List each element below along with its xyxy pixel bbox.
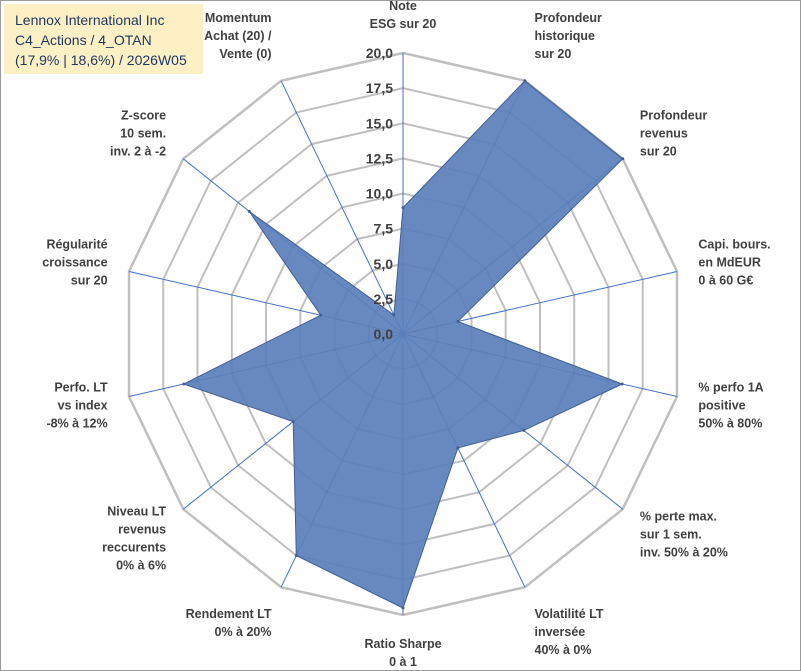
axis-label-line: 40% à 0% <box>535 643 592 657</box>
axis-label-line: 0% à 6% <box>116 559 166 573</box>
data-point-regularite-croissance <box>319 313 323 317</box>
axis-label-volatilite-lt: Volatilité LT inversée 40% à 0% <box>535 607 604 657</box>
chart-title-line-3: (17,9% | 18,6%) / 2026W05 <box>15 52 187 68</box>
axis-label-line: sur 20 <box>71 273 108 287</box>
chart-title-line-2: C4_Actions / 4_OTAN <box>15 32 152 48</box>
axis-label-line: historique <box>535 29 595 43</box>
axis-label-niveau-lt-revenus: Niveau LT revenus reccurents 0% à 6% <box>102 505 166 573</box>
axis-label-line: 0 à 60 G€ <box>698 273 753 287</box>
axis-label-line: Achat (20) / <box>204 29 272 43</box>
axis-label-line: positive <box>698 399 745 413</box>
axis-label-capi-bours: Capi. bours. en MdEUR 0 à 60 G€ <box>698 237 770 287</box>
tick-label-1: 2,5 <box>374 291 394 307</box>
axis-label-line: inv. 2 à -2 <box>110 144 166 158</box>
axis-label-line: % perfo 1A <box>698 381 763 395</box>
tick-label-3: 7,5 <box>374 221 394 237</box>
tick-label-6: 15,0 <box>366 115 393 131</box>
data-point-profondeur-historique <box>523 79 527 83</box>
axis-label-line: Régularité <box>46 237 107 251</box>
tick-label-0: 0,0 <box>374 326 394 342</box>
axis-label-line: 50% à 80% <box>698 417 762 431</box>
data-point-note-esg <box>401 206 405 210</box>
axis-label-line: -8% à 12% <box>46 417 107 431</box>
data-point-ratio-sharpe <box>401 606 405 610</box>
axis-label-z-score: Z-score 10 sem. inv. 2 à -2 <box>110 108 166 158</box>
axis-label-line: Perfo. LT <box>54 381 108 395</box>
axis-label-line: Profondeur <box>640 108 707 122</box>
tick-label-4: 10,0 <box>366 186 393 202</box>
axis-label-line: Vente (0) <box>219 47 271 61</box>
axis-label-perte-max: % perte max. sur 1 sem. inv. 50% à 20% <box>640 510 728 560</box>
data-point-perfo-lt-vs-index <box>182 382 186 386</box>
axis-label-profondeur-revenus: Profondeur revenus sur 20 <box>640 108 707 158</box>
axis-label-line: croissance <box>42 255 107 269</box>
axis-label-line: Volatilité LT <box>535 607 604 621</box>
data-point-volatilite-lt <box>456 446 460 450</box>
axis-label-line: revenus <box>640 126 688 140</box>
axis-labels: Note ESG sur 20 Profondeur historique sur 20… <box>42 1 770 669</box>
axis-label-line: Profondeur <box>535 11 602 25</box>
chart-title-line-1: Lennox International Inc <box>15 12 165 28</box>
axis-label-line: Note <box>389 1 417 13</box>
axis-label-line: 0 à 1 <box>389 655 417 669</box>
axis-label-regularite-croissance: Régularité croissance sur 20 <box>42 237 107 287</box>
axis-label-line: Z-score <box>121 108 166 122</box>
axis-label-line: 10 sem. <box>120 126 166 140</box>
tick-label-2: 5,0 <box>374 256 394 272</box>
data-point-momentum <box>392 313 396 317</box>
tick-label-8: 20,0 <box>366 45 393 61</box>
axis-label-perfo-1a: % perfo 1A positive 50% à 80% <box>698 381 763 431</box>
axis-label-line: Ratio Sharpe <box>364 637 441 651</box>
data-point-perte-max <box>522 428 526 432</box>
axis-label-line: inv. 50% à 20% <box>640 546 728 560</box>
axis-label-line: Rendement LT <box>186 607 272 621</box>
axis-label-line: en MdEUR <box>698 255 761 269</box>
chart-title-box: Lennox International Inc C4_Actions / 4_… <box>4 4 203 74</box>
radial-tick-labels: 0,0 2,5 5,0 7,5 10,0 12,5 15,0 17,5 20,0 <box>366 45 393 342</box>
axis-label-line: reccurents <box>102 541 166 555</box>
data-point-capi-bours <box>456 320 460 323</box>
axis-label-rendement-lt: Rendement LT 0% à 20% <box>186 607 272 639</box>
axis-label-ratio-sharpe: Ratio Sharpe 0 à 1 <box>364 637 441 669</box>
axis-label-profondeur-historique: Profondeur historique sur 20 <box>535 11 602 61</box>
axis-label-momentum: Momentum Achat (20) / Vente (0) <box>204 11 272 61</box>
axis-label-line: sur 20 <box>535 47 572 61</box>
axis-label-line: inversée <box>535 625 586 639</box>
axis-label-line: sur 1 sem. <box>640 528 702 542</box>
spoke-momentum <box>280 80 404 335</box>
axis-label-line: % perte max. <box>640 510 717 524</box>
axis-label-line: Capi. bours. <box>698 237 770 251</box>
axis-label-perfo-lt-vs-index: Perfo. LT vs index -8% à 12% <box>46 381 108 431</box>
data-point-rendement-lt <box>294 554 298 557</box>
data-point-z-score <box>247 209 251 213</box>
data-point-profondeur-revenus <box>621 157 625 161</box>
axis-label-line: Niveau LT <box>107 505 166 519</box>
data-point-perfo-1a <box>620 382 624 386</box>
axis-label-line: 0% à 20% <box>215 625 272 639</box>
axis-label-line: revenus <box>118 523 166 537</box>
axis-label-line: vs index <box>58 399 108 413</box>
radar-series <box>182 79 625 610</box>
axis-label-note-esg: Note ESG sur 20 <box>370 1 437 31</box>
tick-label-7: 17,5 <box>366 80 393 96</box>
axis-label-line: Momentum <box>205 11 272 25</box>
data-point-niveau-lt-revenus <box>291 420 295 424</box>
axis-label-line: ESG sur 20 <box>370 17 437 31</box>
axis-label-line: sur 20 <box>640 144 677 158</box>
tick-label-5: 12,5 <box>366 150 393 166</box>
